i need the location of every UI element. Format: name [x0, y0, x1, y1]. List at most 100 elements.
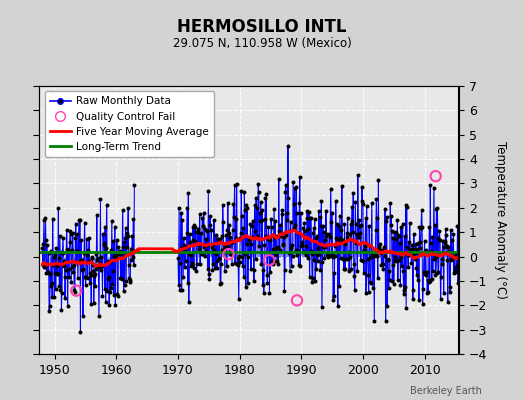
Point	[48, 293, 57, 300]
Point	[381, 318, 390, 324]
Point	[290, 224, 298, 231]
Point	[198, 250, 206, 257]
Point	[438, 256, 446, 262]
Point	[249, 267, 258, 273]
Point	[449, 230, 457, 237]
Point	[316, 222, 325, 229]
Point	[339, 256, 347, 262]
Point	[219, 218, 227, 225]
Point	[344, 256, 352, 262]
Point	[323, 252, 332, 258]
Point	[359, 201, 367, 207]
Point	[258, 207, 266, 213]
Point	[422, 268, 431, 275]
Point	[191, 224, 200, 230]
Point	[388, 228, 396, 234]
Point	[266, 236, 274, 243]
Point	[391, 258, 399, 264]
Point	[102, 202, 111, 209]
Point	[68, 247, 77, 254]
Point	[242, 284, 250, 290]
Point	[353, 230, 361, 237]
Point	[49, 254, 58, 260]
Point	[296, 262, 304, 269]
Point	[390, 229, 398, 235]
Point	[356, 223, 364, 229]
Point	[278, 206, 287, 213]
Point	[429, 268, 437, 275]
Point	[120, 238, 128, 245]
Point	[212, 258, 221, 264]
Point	[57, 307, 66, 314]
Point	[308, 279, 316, 286]
Point	[206, 226, 215, 233]
Point	[249, 218, 257, 224]
Point	[211, 251, 220, 258]
Point	[363, 256, 372, 262]
Point	[421, 247, 430, 253]
Point	[436, 237, 444, 244]
Point	[189, 236, 198, 243]
Point	[78, 267, 86, 274]
Point	[426, 182, 434, 188]
Point	[381, 206, 389, 213]
Point	[256, 218, 265, 224]
Point	[367, 254, 375, 260]
Point	[336, 234, 345, 241]
Point	[405, 239, 413, 245]
Point	[265, 290, 274, 296]
Point	[127, 247, 136, 254]
Point	[72, 221, 80, 227]
Point	[417, 225, 425, 231]
Point	[394, 277, 402, 284]
Point	[79, 265, 88, 272]
Point	[375, 245, 384, 252]
Point	[74, 217, 83, 223]
Point	[189, 223, 197, 230]
Point	[352, 240, 361, 246]
Point	[126, 279, 134, 285]
Point	[101, 299, 110, 305]
Point	[361, 242, 369, 249]
Point	[201, 252, 210, 259]
Point	[374, 177, 383, 183]
Point	[383, 302, 391, 309]
Point	[392, 236, 400, 242]
Point	[184, 190, 192, 196]
Point	[52, 271, 61, 277]
Point	[216, 280, 225, 286]
Point	[130, 182, 138, 188]
Point	[380, 244, 388, 250]
Point	[373, 215, 381, 222]
Point	[333, 221, 342, 228]
Point	[383, 213, 391, 220]
Point	[40, 217, 48, 223]
Point	[257, 261, 266, 268]
Point	[195, 242, 203, 248]
Point	[439, 238, 447, 244]
Point	[414, 277, 422, 284]
Point	[352, 221, 360, 227]
Point	[221, 268, 229, 274]
Point	[332, 234, 341, 241]
Point	[62, 227, 71, 233]
Point	[258, 282, 267, 289]
Point	[80, 220, 89, 226]
Point	[258, 217, 266, 223]
Point	[252, 194, 260, 201]
Point	[180, 242, 188, 248]
Point	[339, 237, 347, 243]
Point	[331, 243, 340, 249]
Point	[390, 254, 399, 261]
Point	[121, 235, 129, 241]
Point	[346, 231, 354, 238]
Point	[358, 198, 367, 204]
Point	[360, 270, 368, 277]
Point	[67, 278, 75, 285]
Point	[54, 255, 63, 261]
Point	[337, 226, 345, 233]
Point	[321, 244, 330, 250]
Point	[447, 237, 456, 244]
Point	[101, 224, 109, 230]
Point	[398, 221, 407, 227]
